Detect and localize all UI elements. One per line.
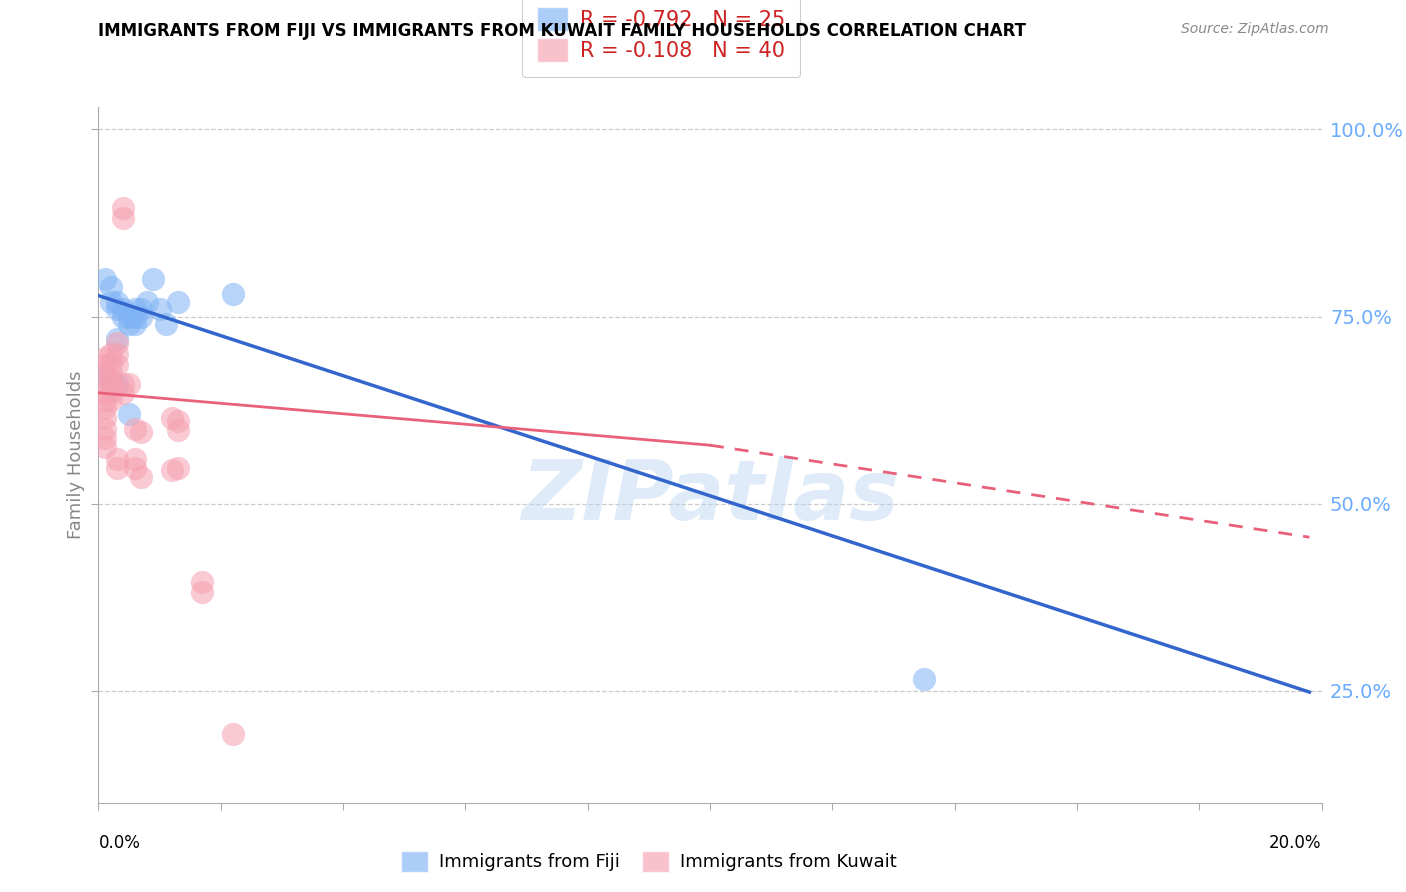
Point — [167, 294, 190, 309]
Point — [100, 366, 122, 380]
Point — [129, 425, 152, 440]
Point — [105, 294, 128, 309]
Point — [100, 376, 122, 390]
Point — [100, 347, 122, 361]
Point — [118, 310, 141, 324]
Point — [124, 460, 146, 475]
Point — [93, 431, 115, 445]
Point — [105, 301, 128, 316]
Point — [118, 407, 141, 421]
Point — [100, 384, 122, 399]
Point — [155, 317, 177, 331]
Point — [149, 301, 172, 316]
Point — [93, 358, 115, 372]
Point — [111, 211, 134, 225]
Text: 20.0%: 20.0% — [1270, 834, 1322, 852]
Point — [129, 310, 152, 324]
Point — [124, 310, 146, 324]
Point — [129, 470, 152, 484]
Point — [93, 368, 115, 382]
Point — [124, 422, 146, 436]
Point — [111, 201, 134, 215]
Legend: Immigrants from Fiji, Immigrants from Kuwait: Immigrants from Fiji, Immigrants from Ku… — [392, 842, 905, 880]
Point — [100, 356, 122, 370]
Point — [100, 279, 122, 293]
Point — [93, 441, 115, 455]
Point — [136, 294, 159, 309]
Point — [100, 294, 122, 309]
Text: ZIPatlas: ZIPatlas — [522, 456, 898, 537]
Point — [118, 376, 141, 391]
Point — [167, 460, 190, 475]
Point — [160, 463, 183, 477]
Text: 0.0%: 0.0% — [98, 834, 141, 852]
Point — [93, 422, 115, 436]
Point — [105, 332, 128, 346]
Point — [124, 451, 146, 466]
Point — [93, 376, 115, 391]
Point — [912, 673, 935, 687]
Point — [93, 393, 115, 408]
Point — [111, 301, 134, 316]
Point — [93, 272, 115, 286]
Point — [191, 575, 214, 590]
Point — [222, 727, 245, 741]
Point — [191, 584, 214, 599]
Point — [105, 347, 128, 361]
Point — [142, 272, 165, 286]
Point — [93, 410, 115, 425]
Point — [222, 287, 245, 301]
Point — [105, 335, 128, 350]
Point — [124, 317, 146, 331]
Point — [167, 414, 190, 428]
Point — [124, 301, 146, 316]
Point — [93, 351, 115, 365]
Y-axis label: Family Households: Family Households — [66, 371, 84, 539]
Point — [160, 410, 183, 425]
Point — [111, 385, 134, 400]
Point — [105, 358, 128, 372]
Point — [100, 393, 122, 408]
Point — [167, 423, 190, 437]
Point — [129, 301, 152, 316]
Point — [105, 376, 128, 391]
Text: Source: ZipAtlas.com: Source: ZipAtlas.com — [1181, 22, 1329, 37]
Point — [105, 460, 128, 475]
Text: IMMIGRANTS FROM FIJI VS IMMIGRANTS FROM KUWAIT FAMILY HOUSEHOLDS CORRELATION CHA: IMMIGRANTS FROM FIJI VS IMMIGRANTS FROM … — [98, 22, 1026, 40]
Point — [105, 451, 128, 466]
Point — [93, 385, 115, 400]
Point — [93, 369, 115, 384]
Point — [111, 310, 134, 324]
Point — [93, 401, 115, 415]
Point — [118, 317, 141, 331]
Point — [111, 376, 134, 391]
